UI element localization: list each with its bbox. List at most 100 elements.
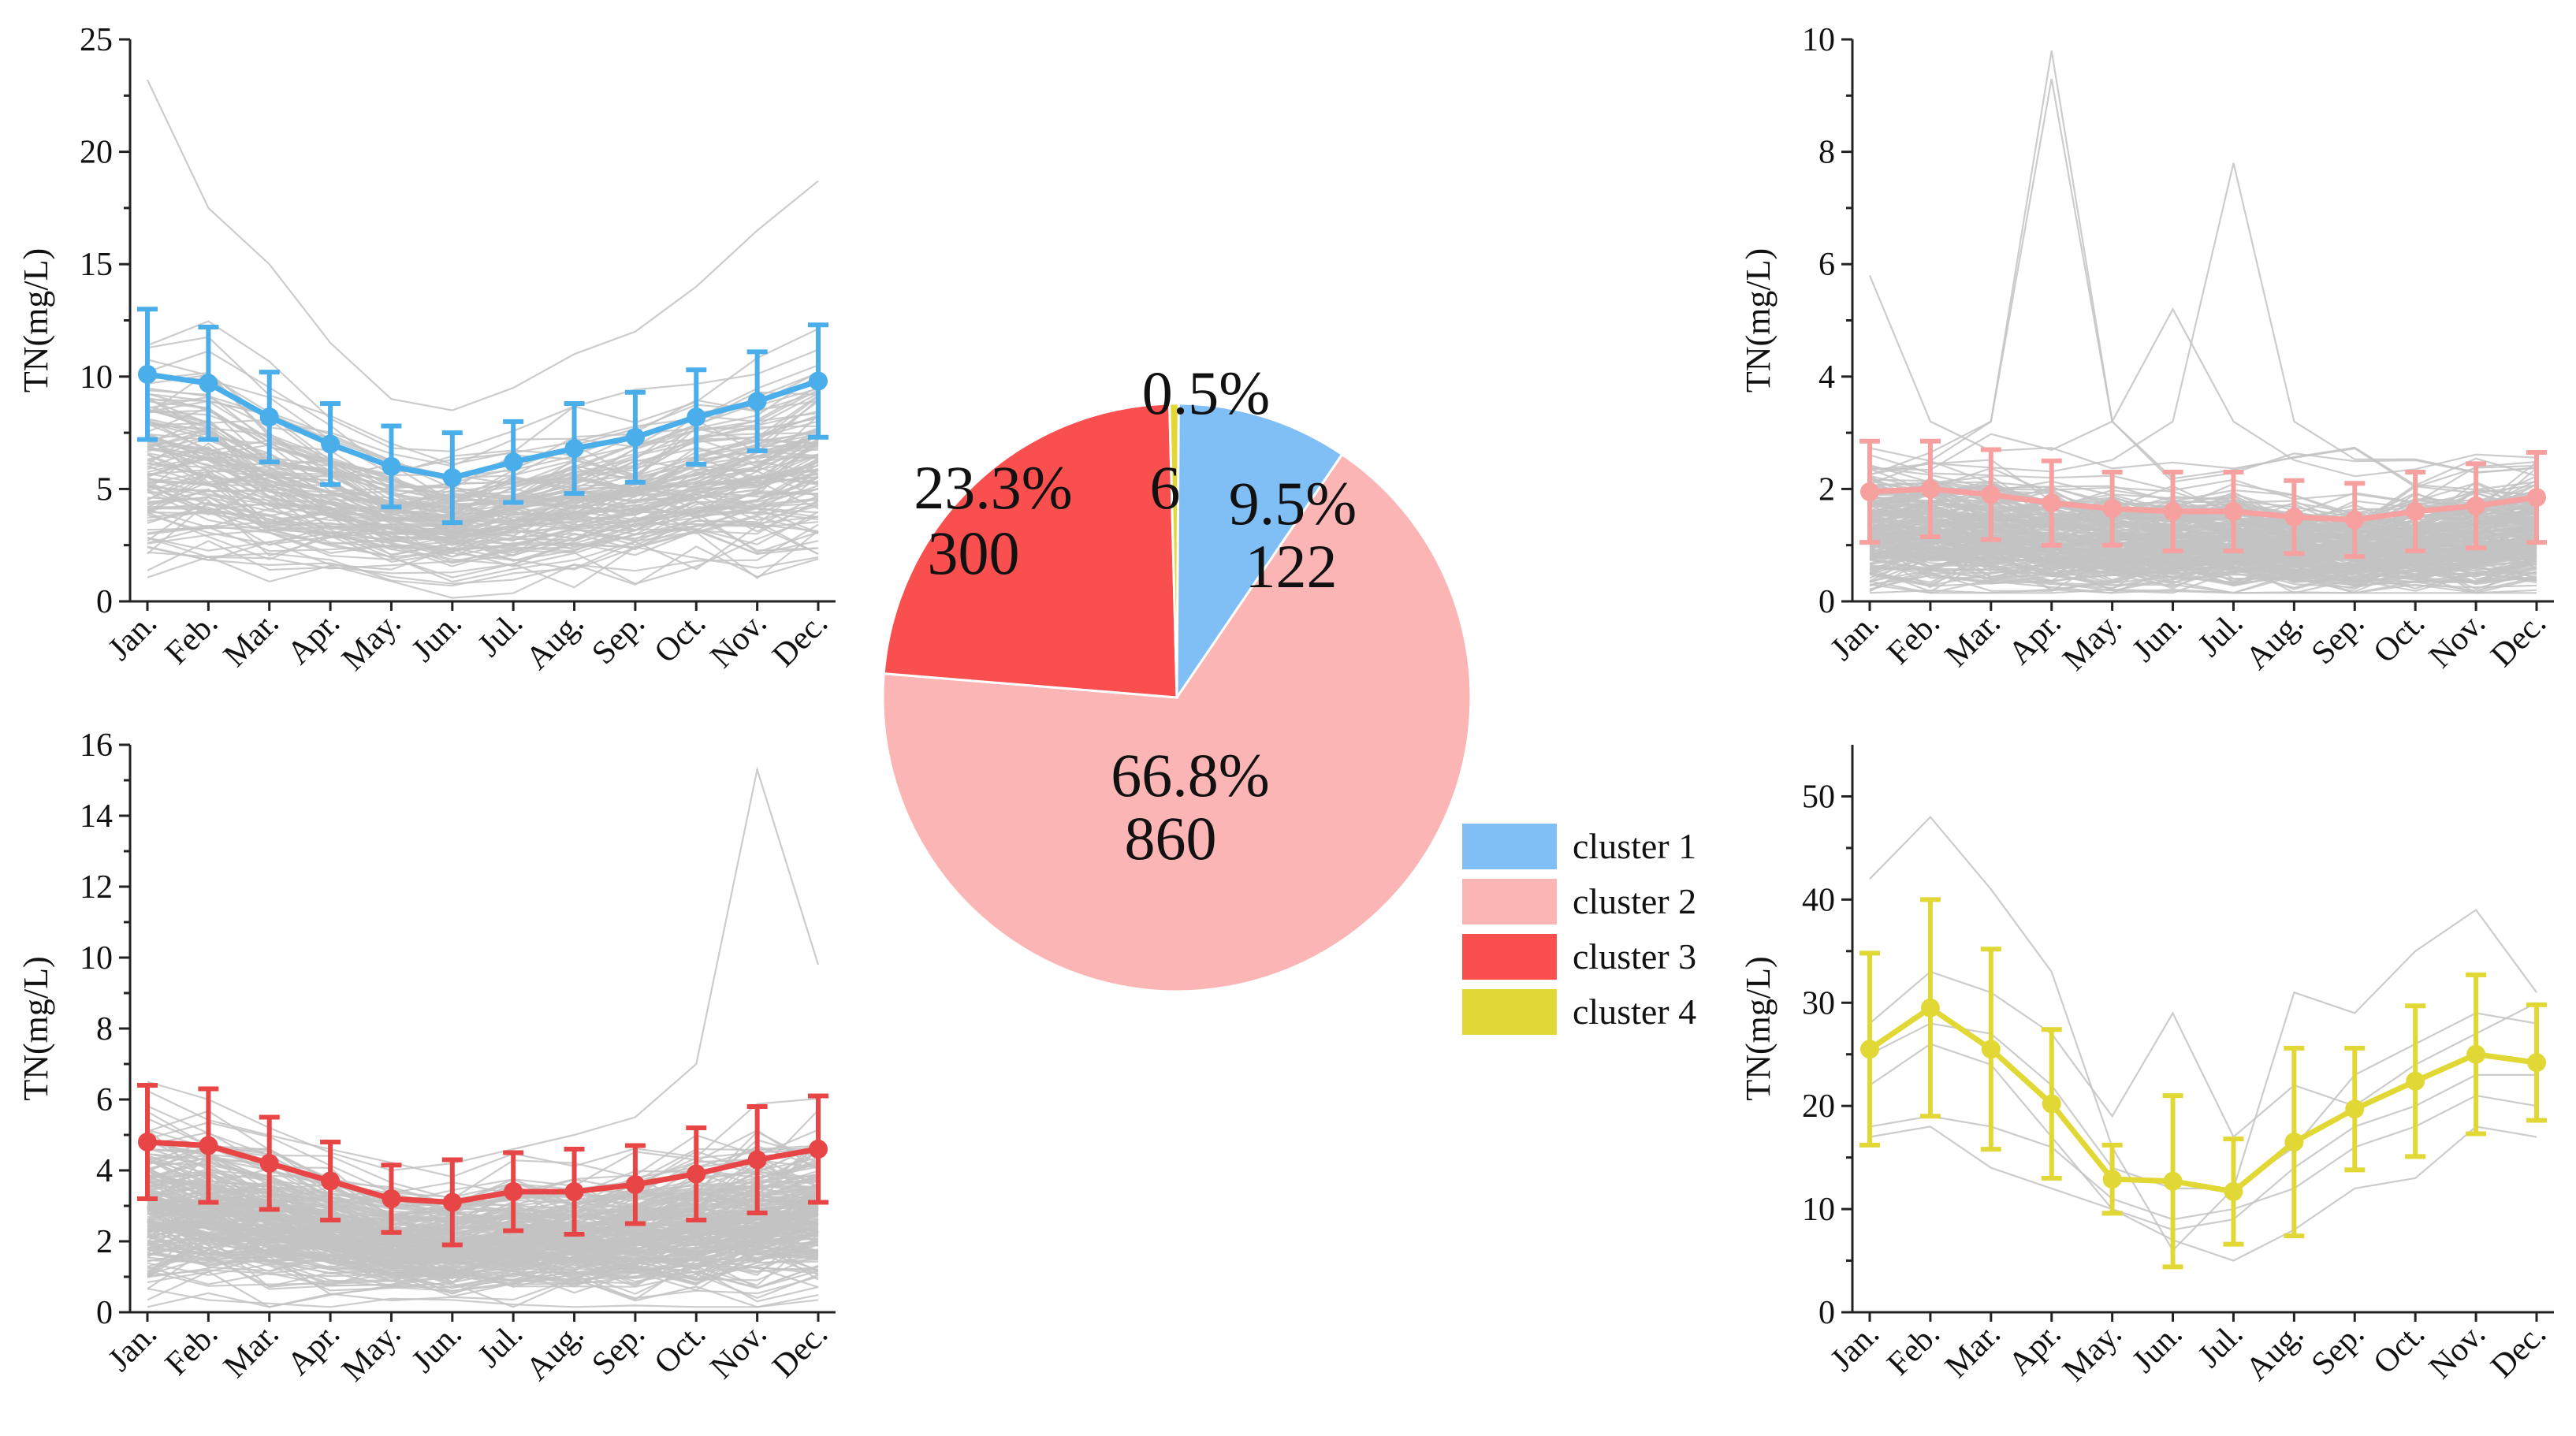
background-trace <box>147 1185 819 1251</box>
y-axis-title: TN(mg/L) <box>1739 956 1778 1100</box>
mean-point <box>2102 1170 2122 1189</box>
month-label: Jun. <box>405 605 469 669</box>
background-trace <box>1869 499 2537 532</box>
background-trace <box>147 1203 819 1249</box>
month-label: Apr. <box>281 605 347 671</box>
background-trace <box>1869 509 2537 551</box>
mean-point <box>747 1150 767 1170</box>
pie-count-label: 122 <box>1245 532 1338 601</box>
background-trace <box>147 320 819 452</box>
background-trace <box>1869 78 2537 483</box>
month-label: Jul. <box>2191 1316 2250 1375</box>
background-trace <box>147 454 819 523</box>
y-axis-title: TN(mg/L) <box>1739 248 1778 392</box>
legend-label: cluster 2 <box>1573 881 1696 921</box>
y-tick-label: 20 <box>80 135 113 171</box>
y-tick-label: 10 <box>1802 22 1835 58</box>
background-trace <box>1869 544 2537 578</box>
background-trace <box>1869 538 2537 573</box>
mean-point <box>747 392 767 411</box>
background-trace <box>147 409 819 503</box>
background-trace <box>147 1197 819 1246</box>
background-trace <box>147 545 819 599</box>
y-tick-label: 4 <box>1818 359 1835 396</box>
background-trace <box>1869 523 2537 582</box>
mean-point <box>2345 1099 2365 1119</box>
chart-panel-3: 0246810121416TN(mg/L)Jan.Feb.Mar.Apr.May… <box>17 727 836 1389</box>
mean-point <box>809 371 828 391</box>
background-trace <box>147 359 819 484</box>
background-trace <box>1869 1012 2537 1190</box>
month-label: Jun. <box>2125 605 2189 669</box>
legend-swatch-2 <box>1462 879 1557 924</box>
background-trace <box>1869 523 2537 582</box>
pie-slice-2 <box>881 452 1472 993</box>
background-trace <box>1869 530 2537 584</box>
background-trace <box>147 505 819 548</box>
background-trace <box>147 328 819 466</box>
background-trace <box>147 488 819 554</box>
month-label: Oct. <box>2366 1316 2432 1382</box>
y-tick-label: 12 <box>80 869 113 906</box>
month-label: Apr. <box>2001 1316 2068 1382</box>
month-label: Sep. <box>2305 1316 2371 1382</box>
y-tick-label: 30 <box>1802 985 1835 1021</box>
background-trace <box>147 1130 819 1211</box>
month-label: Jun. <box>405 1316 469 1380</box>
mean-point <box>2406 501 2425 521</box>
pie-slice-1 <box>1175 402 1344 701</box>
mean-point <box>138 364 157 384</box>
background-trace <box>147 1218 819 1268</box>
background-trace <box>147 392 819 504</box>
background-trace <box>147 766 820 1172</box>
background-traces <box>1869 815 2537 1262</box>
mean-point <box>2406 1071 2425 1091</box>
background-trace <box>147 476 819 543</box>
background-trace <box>147 462 819 528</box>
month-label: Feb. <box>1880 605 1946 671</box>
mean-point <box>504 452 523 472</box>
background-trace <box>147 456 819 522</box>
mean-point <box>687 1164 706 1184</box>
month-label: Jul. <box>2191 605 2250 664</box>
background-trace <box>147 1158 819 1226</box>
month-label: Sep. <box>585 1316 651 1382</box>
legend-swatch-4 <box>1462 989 1557 1035</box>
month-label: Mar. <box>1938 605 2008 675</box>
month-label: Dec. <box>765 1316 835 1386</box>
mean-point <box>2224 1181 2243 1201</box>
y-tick-label: 20 <box>1802 1088 1835 1125</box>
month-label: Aug. <box>519 1316 591 1388</box>
month-label: Feb. <box>1880 1316 1946 1382</box>
month-label: May. <box>2056 1316 2128 1389</box>
y-tick-label: 0 <box>1818 584 1835 620</box>
pie-percent-label: 66.8% <box>1111 741 1269 809</box>
background-trace <box>147 497 819 564</box>
background-trace <box>147 1253 819 1294</box>
month-label: Mar. <box>217 605 286 675</box>
month-label: May. <box>335 605 408 678</box>
y-tick-label: 6 <box>96 1082 113 1118</box>
mean-point <box>382 1189 401 1208</box>
mean-point <box>1920 479 1940 499</box>
y-tick-label: 14 <box>80 798 113 835</box>
background-trace <box>147 466 819 526</box>
month-label: Dec. <box>2484 1316 2553 1386</box>
mean-point <box>2527 1053 2546 1073</box>
background-trace <box>1869 1094 2537 1221</box>
background-trace <box>1869 307 2537 478</box>
pie-percent-label: 23.3% <box>914 453 1072 522</box>
mean-point <box>259 1154 279 1173</box>
y-axis-title: TN(mg/L) <box>17 248 55 392</box>
background-trace <box>147 1288 819 1308</box>
background-trace <box>1869 551 2537 584</box>
month-label: Jul. <box>471 605 530 664</box>
background-trace <box>1869 518 2537 553</box>
month-label: Apr. <box>2001 605 2068 671</box>
month-label: Aug. <box>519 605 591 677</box>
month-label: Oct. <box>648 605 713 671</box>
mean-line <box>147 371 820 481</box>
background-trace <box>147 530 819 578</box>
mean-point <box>138 1133 157 1151</box>
mean-point <box>564 439 584 459</box>
